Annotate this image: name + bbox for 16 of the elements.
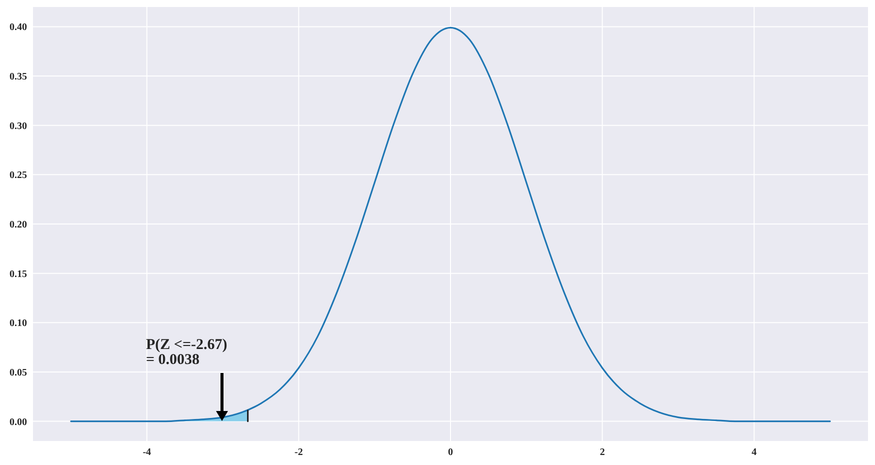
y-tick-label: 0.10 [10,318,27,330]
x-tick-label: 0 [448,447,453,458]
y-tick-label: 0.25 [10,170,27,182]
x-tick-label: -2 [294,447,303,458]
x-tick-label: 2 [600,447,605,458]
y-tick-label: 0.05 [10,367,27,378]
annotation: P(Z <=-2.67) = 0.0038 [146,337,228,368]
y-tick-label: 0.35 [10,72,27,83]
y-tick-label: 0.20 [10,220,27,230]
x-tick-label: -4 [142,447,152,458]
y-tick-label: 0.00 [10,416,27,428]
line-series [70,26,831,422]
x-tick-label: 4 [752,447,757,458]
y-tick-label: 0.15 [10,268,27,280]
y-tick-label: 0.40 [10,22,27,34]
y-tick-label: 0.30 [10,120,27,132]
